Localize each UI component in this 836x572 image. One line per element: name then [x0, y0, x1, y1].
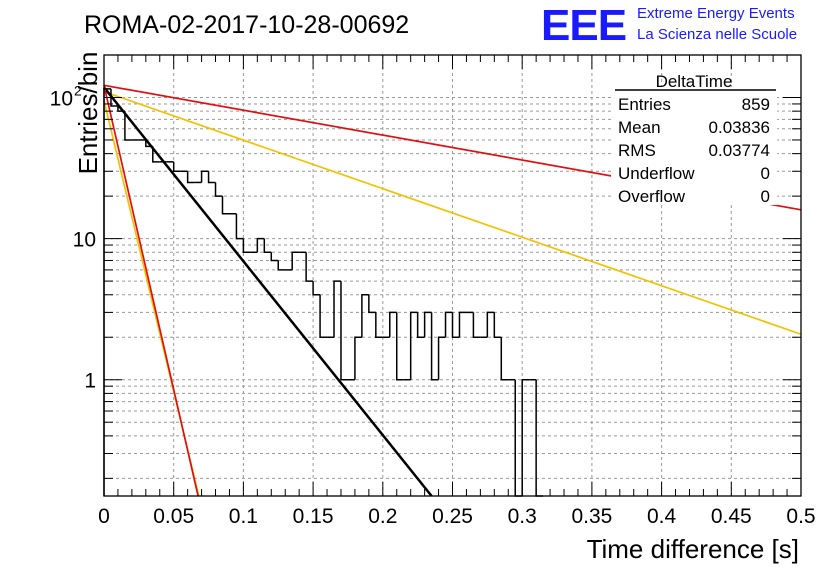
histogram-bin: [277, 260, 286, 271]
histogram-bin: [145, 139, 153, 148]
histogram-bin: [472, 312, 481, 338]
histogram-bin: [242, 238, 251, 254]
histogram-bin: [263, 238, 272, 254]
histogram-bin: [235, 213, 244, 240]
histogram-bin: [354, 336, 362, 380]
histogram-bin: [521, 378, 530, 496]
y-tick-exponent: 2: [74, 82, 82, 98]
stats-row-label: Entries: [618, 95, 671, 114]
histogram-bin: [340, 281, 348, 381]
histogram-bin: [361, 294, 369, 338]
stats-name: DeltaTime: [656, 72, 733, 91]
y-tick-label: 10: [73, 229, 96, 252]
histogram-bin: [458, 311, 467, 338]
stats-background: [611, 87, 777, 205]
histogram-bin: [200, 170, 209, 183]
histogram-bin: [500, 337, 509, 381]
fit-line: [103, 90, 802, 336]
stats-row-value: 0: [761, 164, 770, 183]
histogram-bin: [375, 312, 383, 338]
histogram-bin: [437, 336, 446, 380]
stats-row-value: 0: [761, 187, 770, 206]
histogram-bin: [333, 280, 341, 338]
histogram-bin: [416, 312, 425, 338]
fit-line: [103, 86, 433, 497]
histogram-bin: [256, 237, 265, 253]
stats-row-label: Overflow: [618, 187, 686, 206]
histogram-bin: [486, 311, 495, 338]
histogram-bin: [409, 311, 418, 380]
histogram-bin: [389, 311, 397, 338]
stats-row-label: Mean: [618, 118, 661, 137]
y-tick-label: 1: [84, 370, 96, 393]
stats-box: DeltaTime Entries 859 Mean 0.03836 RMS 0.0377…: [611, 72, 777, 206]
y-axis-label: Entries/bin: [73, 52, 103, 175]
brand-line-2: La Scienza nelle Scuole: [637, 26, 797, 43]
x-tick-label: 0.35: [571, 505, 612, 528]
eee-logo: EEE: [541, 1, 626, 50]
x-tick-label: 0.25: [432, 505, 473, 528]
x-tick-label: 0.15: [293, 505, 334, 528]
chart-title: ROMA-02-2017-10-28-00692: [84, 11, 409, 39]
plot-frame: [103, 54, 802, 497]
histogram-bin: [451, 312, 460, 338]
x-tick-label: 0.4: [647, 505, 677, 528]
stats-row-value: 859: [742, 95, 770, 114]
histogram-bin: [172, 161, 181, 173]
histogram-bin: [423, 311, 432, 338]
histogram-bin: [221, 196, 230, 215]
histogram-bin: [319, 294, 328, 338]
histogram-bin: [152, 146, 160, 163]
stats-row-label: Underflow: [618, 164, 695, 183]
x-tick-label: 0.5: [786, 505, 815, 528]
histogram-bin: [186, 171, 195, 184]
x-tick-label: 0.45: [711, 505, 752, 528]
histogram-bin: [103, 88, 111, 496]
histogram-bin: [207, 171, 216, 184]
x-tick-label: 0.3: [508, 505, 537, 528]
stats-row-value: 0.03774: [709, 141, 770, 160]
histogram-bin: [305, 252, 314, 282]
y-tick-label: 10: [50, 87, 73, 110]
histogram-bin: [214, 182, 223, 197]
histogram-bin: [124, 111, 132, 141]
fit-line: [103, 85, 199, 497]
brand-line-1: Extreme Energy Events: [637, 5, 795, 22]
histogram-bin: [444, 311, 453, 338]
histogram-bin: [493, 312, 502, 338]
x-tick-label: 0.05: [153, 505, 194, 528]
x-axis-label: Time difference [s]: [587, 534, 799, 564]
histogram-bin: [395, 312, 404, 381]
histogram-bin: [270, 252, 279, 262]
histogram-bin: [117, 106, 125, 112]
histogram-bin: [430, 312, 439, 381]
histogram: [103, 88, 544, 497]
histogram-bin: [110, 88, 118, 107]
x-tick-label: 0.1: [229, 505, 258, 528]
histogram-bin: [291, 251, 300, 270]
histogram-bin: [368, 294, 376, 314]
x-tick-label: 0.2: [368, 505, 397, 528]
axes: 0 0.05 0.1 0.15 0.2 0.25 0.3 0.35 0.4 0.45 0.5 1 10 1…: [50, 54, 816, 528]
x-tick-label: 0: [98, 505, 110, 528]
stats-row-value: 0.03836: [709, 118, 770, 137]
histogram-bin: [312, 281, 321, 296]
stats-row-label: RMS: [618, 141, 656, 160]
